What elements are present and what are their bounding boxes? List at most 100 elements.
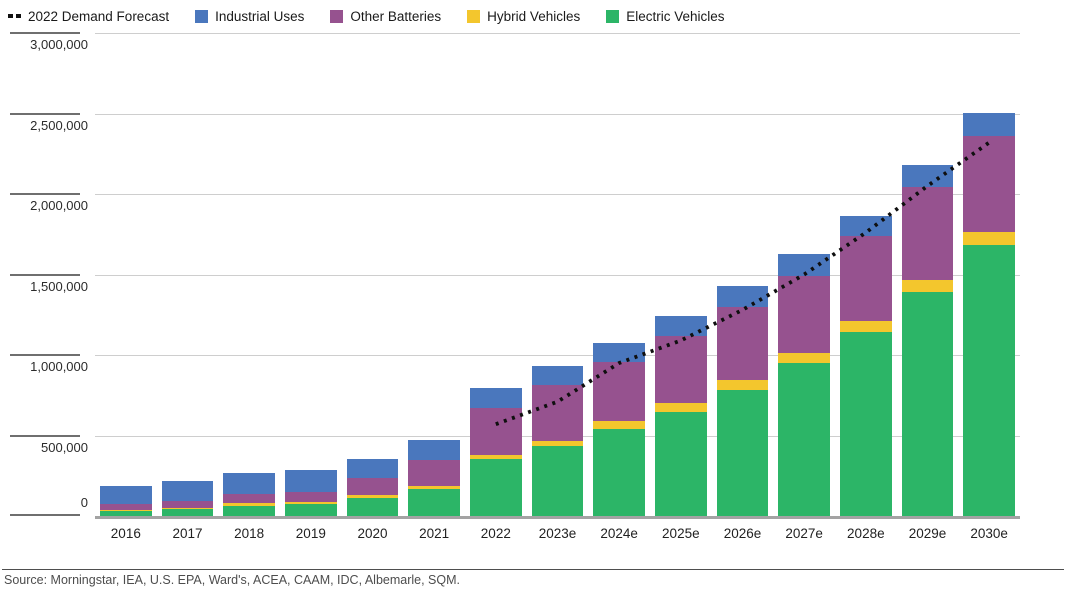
legend-item-industrial-uses: Industrial Uses: [195, 9, 304, 24]
y-tick-label: 0: [80, 495, 88, 510]
bar-segment-other-batteries: [408, 460, 460, 487]
bar-segment-industrial-uses: [593, 342, 645, 363]
bar-segment-electric-vehicles: [346, 497, 399, 516]
x-tick-label: 2023e: [538, 526, 577, 541]
plot-area: [95, 33, 1020, 519]
bar-2020: [346, 459, 399, 516]
chart-legend: 2022 Demand Forecast Industrial Uses Oth…: [8, 6, 725, 26]
bar-segment-industrial-uses: [901, 164, 954, 188]
x-tick-label: 2020: [357, 526, 388, 541]
bar-segment-electric-vehicles: [161, 508, 214, 516]
y-tick-label: 500,000: [41, 439, 88, 455]
y-tick-mark: [10, 354, 80, 356]
x-tick-label: 2029e: [908, 526, 947, 541]
bar-2022: [470, 388, 522, 516]
bar-segment-industrial-uses: [100, 486, 152, 504]
y-tick-mark: [10, 434, 80, 437]
bar-segment-hybrid-vehicles: [716, 379, 769, 390]
legend-label: 2022 Demand Forecast: [28, 8, 170, 24]
bar-2018: [223, 473, 275, 516]
x-axis-line: [95, 516, 1020, 519]
y-tick-mark: [10, 273, 80, 276]
bar-segment-hybrid-vehicles: [408, 486, 460, 490]
y-tick-label: 2,500,000: [30, 117, 88, 133]
bar-segment-electric-vehicles: [593, 429, 645, 516]
x-tick-label: 2027e: [785, 526, 823, 541]
bar-segment-hybrid-vehicles: [963, 231, 1015, 245]
y-tick-label: 3,000,000: [30, 37, 88, 52]
bar-2027e: [778, 254, 830, 516]
legend-item-electric-vehicles: Electric Vehicles: [606, 8, 725, 24]
x-tick-label: 2026e: [723, 526, 762, 541]
bar-segment-electric-vehicles: [531, 446, 584, 516]
bar-segment-industrial-uses: [408, 440, 460, 461]
dotted-line-icon: [8, 14, 21, 18]
bar-segment-hybrid-vehicles: [901, 279, 954, 293]
legend-label: Electric Vehicles: [626, 8, 725, 24]
bar-segment-electric-vehicles: [901, 292, 954, 516]
gridline: [95, 113, 1020, 115]
bar-segment-electric-vehicles: [963, 244, 1015, 516]
bar-segment-other-batteries: [655, 335, 707, 404]
bar-segment-industrial-uses: [161, 481, 214, 501]
bar-segment-industrial-uses: [223, 473, 275, 494]
bar-segment-industrial-uses: [285, 469, 337, 493]
bar-segment-industrial-uses: [655, 315, 707, 336]
bar-segment-other-batteries: [593, 362, 645, 422]
bar-segment-electric-vehicles: [470, 458, 522, 516]
bar-segment-hybrid-vehicles: [100, 510, 152, 512]
bar-segment-industrial-uses: [963, 112, 1015, 136]
bar-segment-hybrid-vehicles: [470, 455, 522, 459]
x-tick-label: 2021: [419, 526, 450, 541]
legend-label: Industrial Uses: [215, 8, 305, 24]
y-tick-label: 1,000,000: [30, 359, 88, 374]
electric-vehicles-swatch-icon: [606, 9, 620, 23]
y-tick-mark: [10, 514, 80, 516]
other-batteries-swatch-icon: [330, 9, 344, 23]
x-tick-label: 2030e: [970, 526, 1008, 541]
bar-segment-electric-vehicles: [655, 411, 707, 516]
bar-segment-industrial-uses: [470, 388, 522, 408]
gridline: [95, 274, 1020, 276]
bar-segment-industrial-uses: [716, 285, 769, 307]
bar-segment-industrial-uses: [346, 459, 399, 478]
demand-forecast-dotted-line: [495, 140, 991, 426]
bar-segment-hybrid-vehicles: [655, 403, 707, 412]
x-tick-label: 2022: [480, 526, 511, 541]
bar-segment-hybrid-vehicles: [285, 502, 337, 504]
y-tick-mark: [10, 193, 80, 195]
bar-2019: [285, 469, 337, 516]
bar-segment-hybrid-vehicles: [778, 353, 830, 364]
bar-segment-other-batteries: [716, 306, 769, 380]
industrial-uses-swatch-icon: [195, 9, 209, 23]
bar-2025e: [655, 315, 707, 516]
x-tick-label: 2017: [172, 526, 203, 541]
gridline: [95, 194, 1020, 195]
bar-2029e: [901, 164, 954, 516]
legend-item-2022-demand-forecast: 2022 Demand Forecast: [8, 9, 169, 24]
bar-2017: [161, 481, 214, 516]
bar-2030e: [963, 112, 1015, 516]
bar-2021: [408, 440, 460, 516]
source-note: Source: Morningstar, IEA, U.S. EPA, Ward…: [4, 573, 460, 587]
bar-segment-electric-vehicles: [100, 511, 152, 516]
bar-segment-hybrid-vehicles: [223, 503, 275, 506]
bar-2023e: [531, 365, 584, 516]
bar-segment-hybrid-vehicles: [161, 507, 214, 509]
bar-2028e: [840, 215, 892, 516]
bar-segment-hybrid-vehicles: [840, 320, 892, 333]
bar-segment-other-batteries: [901, 187, 954, 280]
bar-segment-other-batteries: [531, 384, 584, 442]
bar-segment-other-batteries: [963, 135, 1015, 232]
bar-segment-electric-vehicles: [778, 363, 830, 516]
legend-item-hybrid-vehicles: Hybrid Vehicles: [467, 9, 580, 24]
bar-segment-industrial-uses: [531, 365, 584, 385]
bar-2016: [100, 486, 152, 516]
bar-segment-electric-vehicles: [840, 332, 892, 516]
bar-segment-electric-vehicles: [223, 505, 275, 516]
bar-segment-electric-vehicles: [408, 489, 460, 516]
bar-segment-hybrid-vehicles: [593, 421, 645, 430]
bar-segment-hybrid-vehicles: [531, 441, 584, 447]
x-tick-label: 2024e: [600, 526, 638, 541]
bar-segment-electric-vehicles: [716, 389, 769, 516]
